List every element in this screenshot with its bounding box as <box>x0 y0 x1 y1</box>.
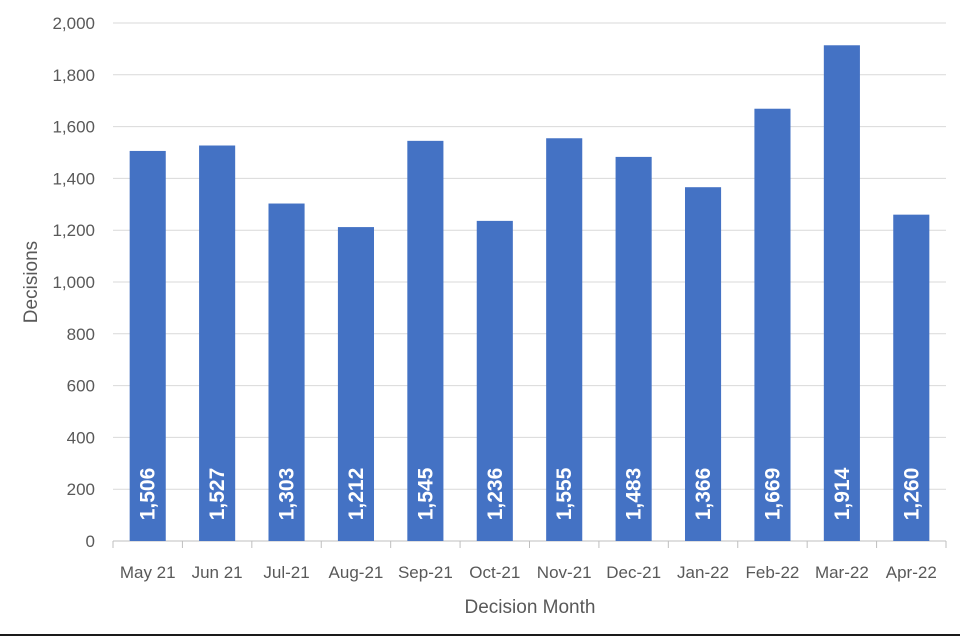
y-tick-label: 1,400 <box>52 169 95 188</box>
bar <box>407 140 444 541</box>
bar <box>476 220 513 541</box>
bar <box>337 227 375 542</box>
y-axis-ticks: 0 200 400 600 800 1,000 1,200 1,400 1,600 1,800 2,… <box>52 14 95 551</box>
y-tick-label: 400 <box>67 428 95 447</box>
bar <box>823 45 860 542</box>
bar <box>546 138 583 541</box>
y-tick-label: 1,200 <box>52 221 95 240</box>
data-label: 1,260 <box>900 468 923 521</box>
x-tick-label: Sep-21 <box>398 563 453 582</box>
x-tick-label: Oct-21 <box>469 563 520 582</box>
y-tick-label: 2,000 <box>52 14 95 33</box>
y-tick-label: 1,800 <box>52 66 95 85</box>
x-tick-label: Jul-21 <box>263 563 309 582</box>
data-label: 1,555 <box>553 467 576 520</box>
x-tick-label: Mar-22 <box>815 563 869 582</box>
data-label: 1,236 <box>484 468 507 521</box>
gridlines <box>112 22 947 548</box>
bottom-border <box>0 634 960 636</box>
x-tick-label: Dec-21 <box>606 563 661 582</box>
bar <box>684 187 722 541</box>
bar <box>615 156 652 541</box>
data-label: 1,527 <box>206 468 229 521</box>
bars <box>129 45 930 542</box>
x-axis-title: Decision Month <box>465 597 596 618</box>
data-labels: 1,506 1,527 1,303 1,212 1,545 1,236 1,555 1,483… <box>137 467 924 520</box>
x-tick-label: Jan-22 <box>677 563 729 582</box>
data-label: 1,483 <box>623 468 646 521</box>
x-tick-label: May 21 <box>120 563 176 582</box>
x-tick-label: Feb-22 <box>746 563 800 582</box>
y-tick-label: 1,000 <box>52 273 95 292</box>
data-label: 1,914 <box>831 467 854 520</box>
y-tick-label: 600 <box>67 377 95 396</box>
bar <box>268 203 305 541</box>
data-label: 1,303 <box>276 468 299 521</box>
data-label: 1,212 <box>345 468 368 521</box>
data-label: 1,366 <box>692 468 715 521</box>
y-tick-label: 0 <box>86 532 95 551</box>
y-tick-label: 200 <box>67 480 95 499</box>
bar <box>199 145 236 541</box>
y-tick-label: 1,600 <box>52 118 95 137</box>
y-axis-title: Decisions <box>21 241 42 323</box>
x-tick-label: Jun 21 <box>192 563 243 582</box>
x-tick-label: Nov-21 <box>537 563 592 582</box>
data-label: 1,545 <box>414 467 437 520</box>
x-tick-label: Aug-21 <box>329 563 384 582</box>
data-label: 1,506 <box>137 468 160 521</box>
x-axis-ticks: May 21 Jun 21 Jul-21 Aug-21 Sep-21 Oct-21 Nov-… <box>120 563 937 582</box>
data-label: 1,669 <box>761 468 784 521</box>
bar <box>893 214 930 541</box>
bar <box>129 150 166 542</box>
x-tick-label: Apr-22 <box>886 563 937 582</box>
bar <box>754 108 791 541</box>
y-tick-label: 800 <box>67 325 95 344</box>
